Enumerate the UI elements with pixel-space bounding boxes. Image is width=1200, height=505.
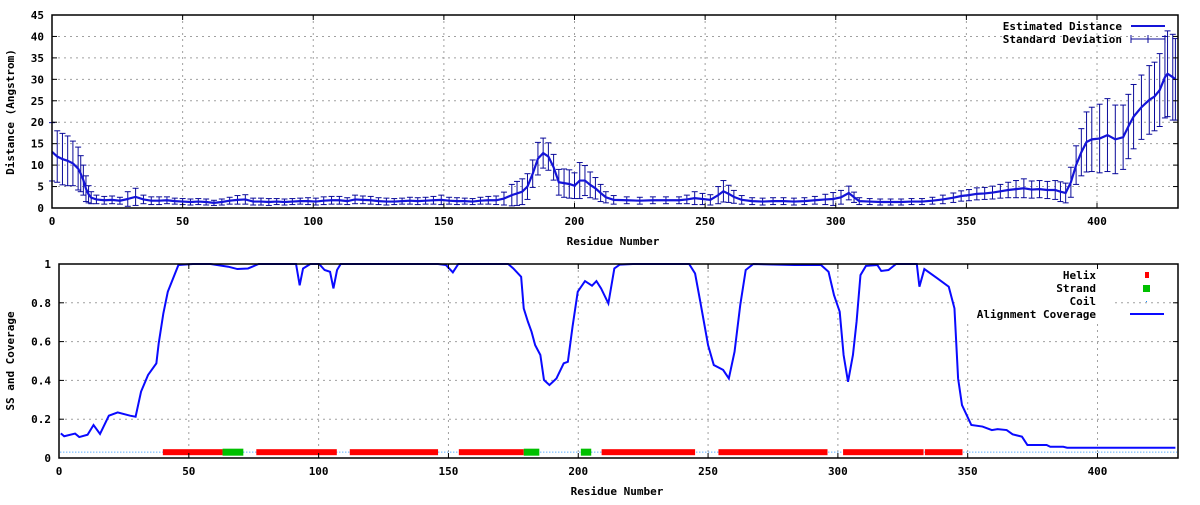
grid [59,264,1178,458]
x-tick-label: 400 [1087,215,1107,228]
x-tick-label: 150 [434,215,454,228]
helix-segment [162,449,223,456]
y-axis-label: Distance (Angstrom) [4,49,17,175]
y-tick-label: 25 [31,95,44,108]
helix-segment [924,449,963,456]
x-tick-label: 0 [56,465,63,478]
helix-segment [349,449,439,456]
legend: Helix Strand Coil Alignment Coverage [977,269,1164,321]
legend-label-strand: Strand [1056,282,1096,295]
y-tick-label: 40 [31,30,44,43]
x-tick-label: 0 [49,215,56,228]
distance-plot: 0 50 100 150 200 250 300 350 400 0 5 10 15 20 25 30 35 40… [4,9,1179,248]
x-tick-label: 150 [439,465,459,478]
y-tick-label: 1 [44,258,51,271]
y-tick-label: 0.4 [31,374,51,387]
x-axis-label: Residue Number [571,485,664,498]
estimated-distance-line [51,72,1177,204]
plot-frame [58,263,1179,459]
y-tick-label: 0 [37,202,44,215]
ss-coverage-plot: 0 50 100 150 200 250 300 350 400 0 0.2 0.4 0.6 0.8 1 S… [4,258,1179,498]
helix-segment [256,449,337,456]
helix-segment [843,449,924,456]
y-axis-label: SS and Coverage [4,311,17,411]
legend-label-standard-deviation: Standard Deviation [1003,33,1122,46]
plot-frame [51,14,1179,209]
x-tick-label: 50 [176,215,189,228]
x-tick-label: 350 [958,465,978,478]
y-tick-label: 45 [31,9,44,22]
y-tick-label: 30 [31,73,44,86]
x-tick-label: 100 [309,465,329,478]
strand-segment [222,448,244,456]
legend-label-helix: Helix [1063,269,1096,282]
legend-label-coil: Coil [1070,295,1097,308]
strand-segment [523,448,540,456]
legend-swatch-strand [1143,285,1150,292]
x-tick-label: 100 [303,215,323,228]
legend-background [955,266,1115,321]
y-tick-label: 0 [44,452,51,465]
axes: 0 50 100 150 200 250 300 350 400 0 5 10 15 20 25 30 35 40… [31,9,1179,228]
y-tick-label: 5 [37,181,44,194]
y-tick-label: 0.6 [31,336,51,349]
helix-segment [718,449,828,456]
x-tick-label: 300 [826,215,846,228]
strand-segment [580,448,592,456]
legend-label-estimated-distance: Estimated Distance [1003,20,1123,33]
axes: 0 50 100 150 200 250 300 350 400 0 0.2 0.4 0.6 0.8 1 [31,258,1179,478]
y-tick-label: 15 [31,138,44,151]
y-tick-label: 10 [31,159,44,172]
x-tick-label: 250 [698,465,718,478]
y-tick-label: 35 [31,52,44,65]
helix-segment [458,449,524,456]
legend-swatch-standard-deviation [1130,35,1166,43]
x-tick-label: 200 [565,215,585,228]
plot-marks [49,30,1179,207]
legend: Estimated Distance Standard Deviation [1003,20,1166,46]
x-tick-label: 250 [695,215,715,228]
y-tick-label: 0.8 [31,297,51,310]
x-tick-label: 200 [568,465,588,478]
x-tick-label: 350 [956,215,976,228]
x-tick-label: 50 [182,465,195,478]
helix-segment [601,449,696,456]
grid [52,15,1178,208]
x-tick-label: 300 [828,465,848,478]
y-tick-label: 20 [31,116,44,129]
legend-swatch-coil [1146,301,1147,302]
y-tick-label: 0.2 [31,413,51,426]
x-tick-label: 400 [1088,465,1108,478]
legend-swatch-helix [1145,272,1149,278]
legend-label-alignment-coverage: Alignment Coverage [977,308,1097,321]
x-axis-label: Residue Number [567,235,660,248]
